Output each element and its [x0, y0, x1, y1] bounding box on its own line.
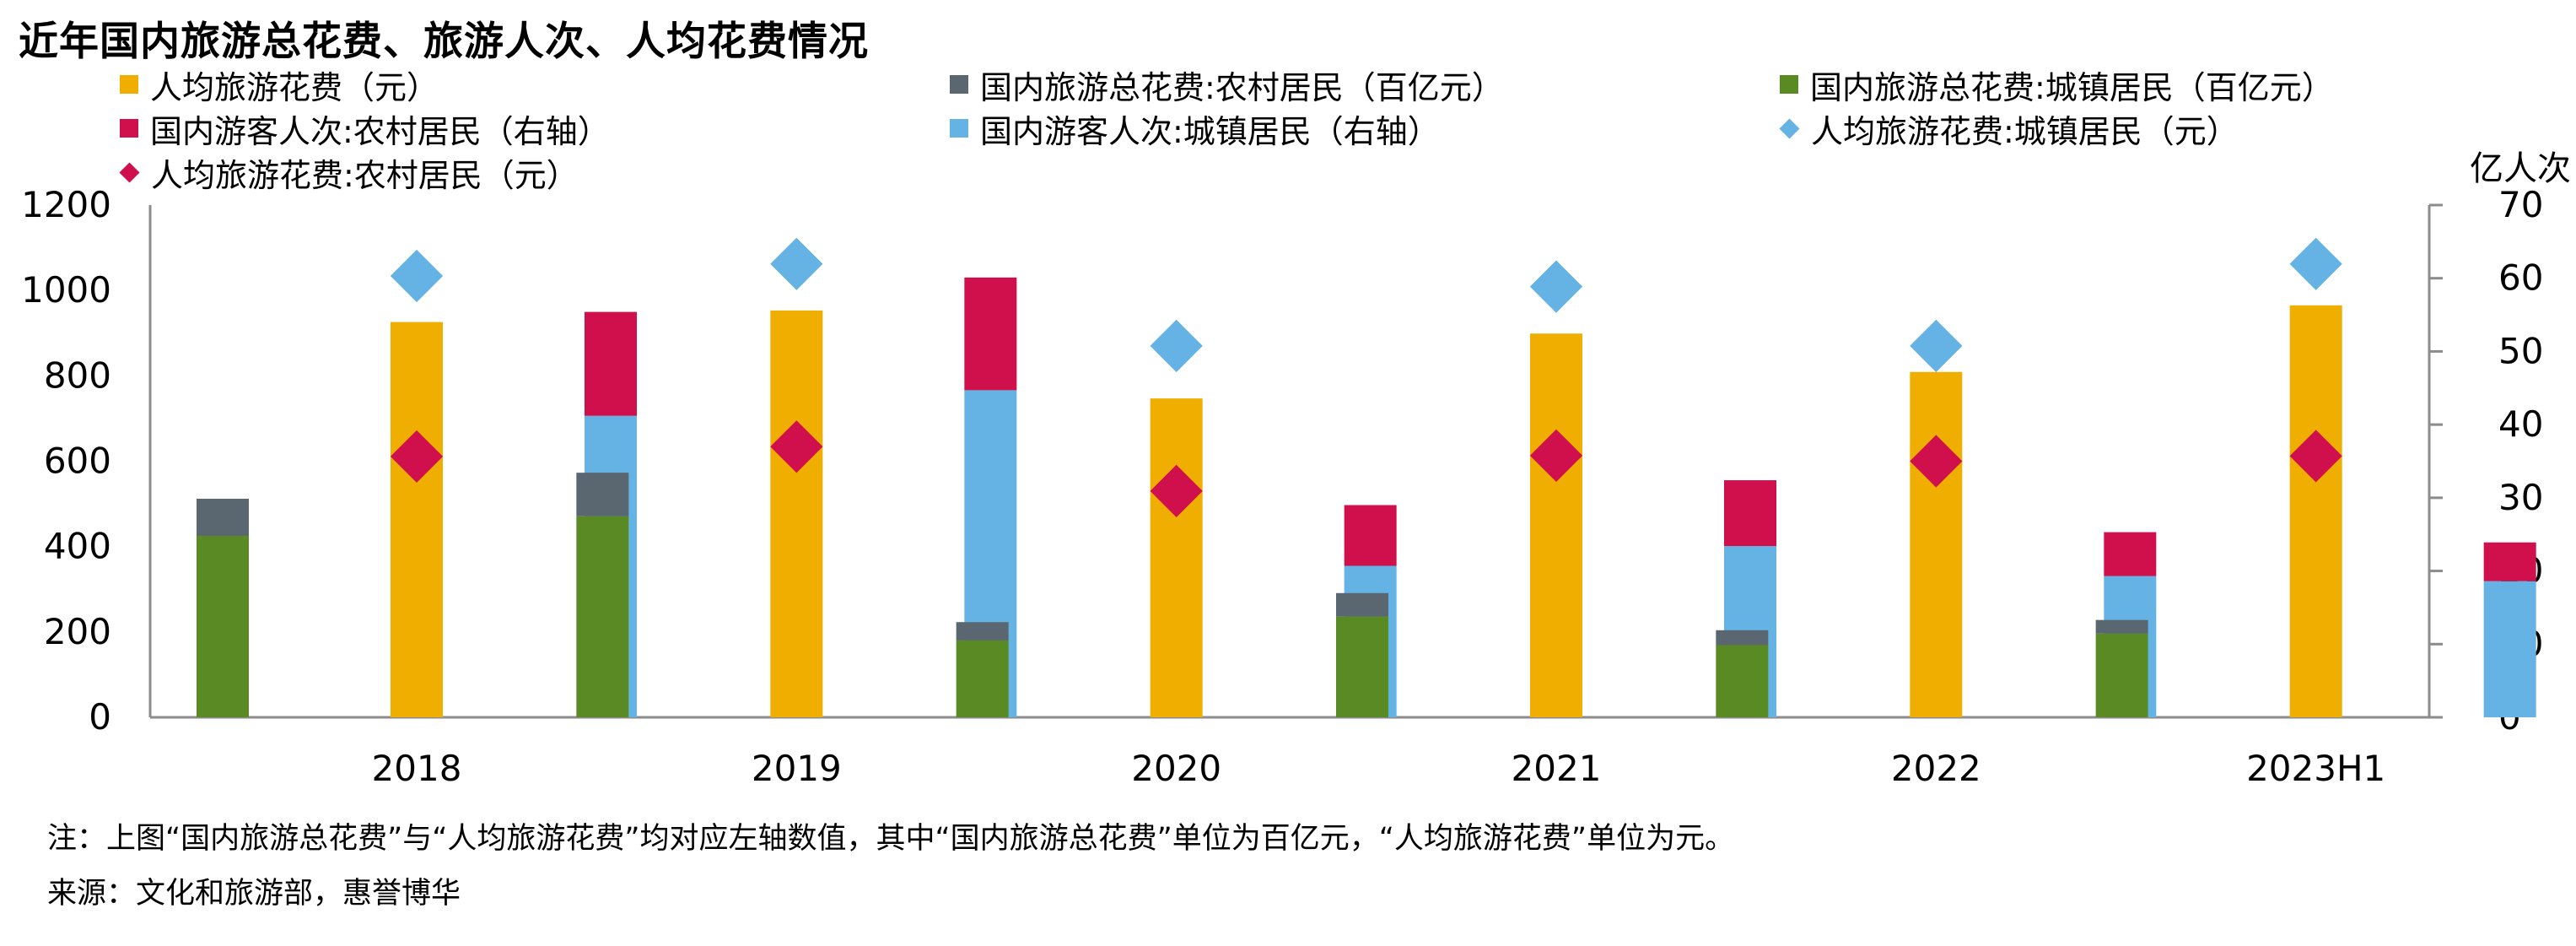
chart-source: 来源：文化和旅游部，惠誉博华	[47, 877, 461, 911]
left-axis-tick-label: 400	[44, 526, 111, 567]
bar-spend-urban	[1716, 645, 1769, 717]
bar-visits-rural	[1724, 480, 1776, 547]
bar-per-capita	[1150, 398, 1203, 717]
bar-spend-urban	[956, 640, 1009, 717]
bar-spend-rural	[1336, 592, 1388, 617]
legend-label: 国内旅游总花费:农村居民（百亿元）	[980, 68, 1504, 106]
legend-label: 人均旅游花费（元）	[150, 68, 439, 106]
legend-label: 人均旅游花费:农村居民（元）	[151, 156, 579, 194]
marker-per-capita-urban	[770, 237, 823, 290]
marker-per-capita-urban	[1529, 260, 1583, 313]
bar-visits-rural	[2104, 532, 2157, 576]
bar-spend-urban	[197, 536, 249, 717]
x-axis-tick-label: 2022	[1891, 748, 1981, 789]
legend-label: 国内旅游总花费:城镇居民（百亿元）	[1810, 68, 2334, 106]
legend-item: 人均旅游花费（元）	[120, 61, 439, 108]
x-axis-tick-label: 2019	[752, 748, 842, 789]
right-axis-unit-label: 亿人次	[2470, 149, 2571, 188]
left-axis-tick-label: 200	[44, 611, 111, 652]
bar-spend-rural	[1716, 630, 1769, 646]
chart-title: 近年国内旅游总花费、旅游人次、人均花费情况	[19, 19, 869, 65]
bar-spend-urban	[2095, 633, 2148, 717]
left-axis-tick-label: 1000	[21, 269, 111, 311]
bar-spend-rural	[956, 622, 1009, 641]
right-axis-tick-label: 50	[2498, 330, 2543, 371]
bar-per-capita	[1530, 333, 1582, 717]
marker-per-capita-rural	[1529, 429, 1583, 483]
bar-spend-rural	[576, 473, 629, 516]
x-axis-tick-label: 2021	[1512, 748, 1602, 789]
bar-per-capita	[2289, 305, 2342, 717]
marker-per-capita-rural	[1910, 435, 1963, 488]
right-axis-tick-label: 70	[2498, 184, 2543, 225]
legend-label: 国内游客人次:农村居民（右轴）	[150, 112, 610, 150]
left-axis-tick-label: 800	[44, 354, 111, 396]
legend-swatch	[950, 119, 968, 138]
legend-item: 国内游客人次:城镇居民（右轴）	[950, 105, 1440, 152]
right-axis-tick-label: 30	[2498, 477, 2543, 518]
legend-item: 人均旅游花费:农村居民（元）	[119, 149, 579, 196]
bar-visits-rural	[1344, 505, 1397, 566]
bar-visits-rural	[964, 277, 1017, 391]
bar-visits-rural	[585, 311, 637, 416]
legend-swatch	[950, 75, 968, 94]
legend-label: 国内游客人次:城镇居民（右轴）	[980, 112, 1440, 150]
bar-spend-rural	[2095, 619, 2148, 634]
bar-visits-urban	[2483, 581, 2536, 717]
marker-per-capita-urban	[1150, 319, 1203, 373]
right-axis-tick-label: 40	[2498, 403, 2543, 445]
legend-swatch	[120, 75, 138, 94]
bar-spend-urban	[576, 516, 629, 717]
x-axis-tick-label: 2018	[372, 748, 462, 789]
left-axis-tick-label: 1200	[21, 184, 111, 225]
bar-per-capita	[391, 322, 443, 717]
bar-per-capita	[1910, 371, 1963, 717]
chart-note: 注：上图“国内旅游总花费”与“人均旅游花费”均对应左轴数值，其中“国内旅游总花费…	[47, 822, 1735, 856]
marker-per-capita-urban	[390, 249, 444, 303]
legend-item: 国内游客人次:农村居民（右轴）	[120, 105, 610, 152]
marker-per-capita-rural	[2289, 430, 2342, 483]
legend-swatch	[120, 119, 138, 138]
legend-swatch	[1780, 75, 1798, 94]
legend-label: 人均旅游花费:城镇居民（元）	[1811, 112, 2239, 150]
left-axis-tick-label: 0	[89, 696, 111, 738]
x-axis-tick-label: 2023H1	[2246, 748, 2385, 789]
bar-spend-rural	[197, 499, 249, 537]
legend-item: 人均旅游花费:城镇居民（元）	[1779, 105, 2239, 152]
bar-per-capita	[770, 310, 823, 717]
marker-per-capita-urban	[2289, 237, 2342, 290]
left-axis-tick-label: 600	[44, 441, 111, 482]
bar-spend-urban	[1336, 616, 1388, 717]
marker-per-capita-rural	[390, 430, 444, 484]
marker-per-capita-urban	[1910, 319, 1963, 373]
chart-plot: 020040060080010001200010203040506070亿人次2…	[21, 149, 2571, 789]
marker-per-capita-rural	[1150, 464, 1203, 518]
legend-item: 国内旅游总花费:农村居民（百亿元）	[950, 61, 1504, 108]
x-axis-tick-label: 2020	[1131, 748, 1221, 789]
legend-item: 国内旅游总花费:城镇居民（百亿元）	[1780, 61, 2334, 108]
right-axis-tick-label: 60	[2498, 257, 2543, 299]
bar-visits-rural	[2483, 542, 2536, 581]
